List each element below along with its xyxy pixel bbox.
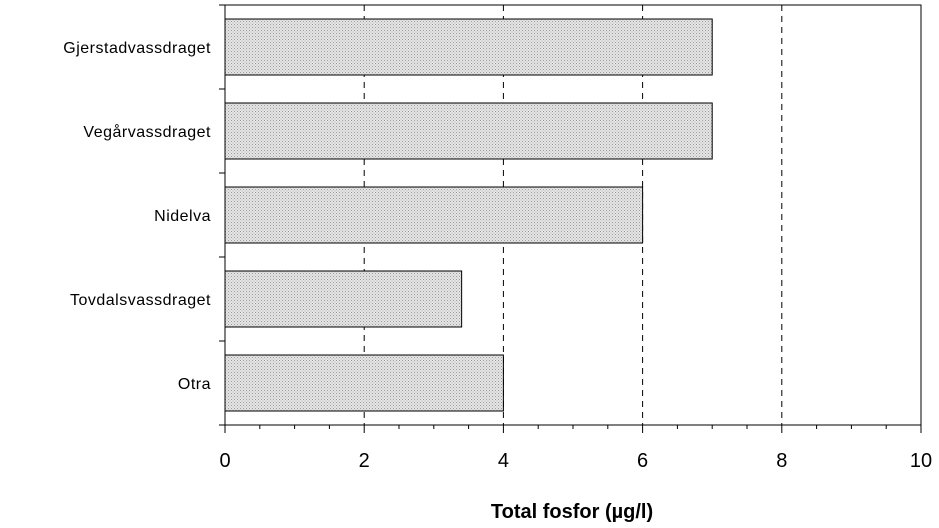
x-tick-label: 10 (910, 450, 932, 472)
x-tick-label: 4 (498, 450, 509, 472)
category-label: Tovdalsvassdraget (70, 292, 211, 309)
category-label: Gjerstadvassdraget (63, 40, 211, 57)
category-label: Vegårvassdraget (83, 123, 211, 141)
x-tick-label: 8 (776, 450, 787, 472)
bar-otra (224, 354, 504, 412)
bar-gjerstadvassdraget (224, 18, 713, 76)
bar-tovdalsvassdraget (224, 270, 463, 328)
bar-vegårvassdraget (224, 102, 713, 160)
category-label: Otra (178, 376, 211, 393)
bar-nidelva (224, 186, 644, 244)
x-tick-label: 6 (637, 450, 648, 472)
x-tick-label: 0 (219, 450, 230, 472)
category-label: Nidelva (154, 208, 211, 225)
axes (219, 4, 922, 433)
x-axis-title: Total fosfor (µg/l) (491, 501, 653, 523)
labels: 0 2 4 6 8 10 Gjerstadvassdraget Vegårvassdraget… (63, 40, 932, 472)
x-tick-label: 2 (359, 450, 370, 472)
bars (224, 18, 713, 412)
